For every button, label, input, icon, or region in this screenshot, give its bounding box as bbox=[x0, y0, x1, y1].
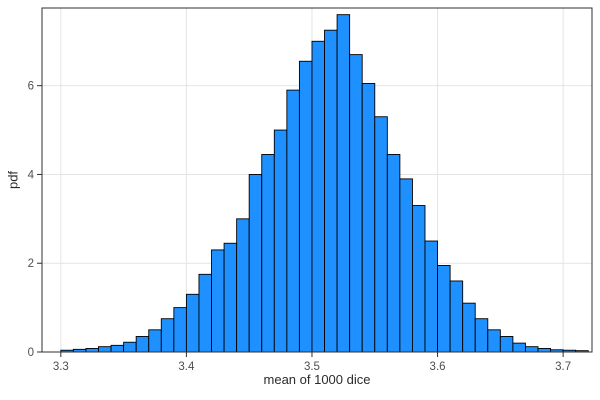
histogram-bar bbox=[98, 346, 112, 353]
y-axis-ticks: 0 2 4 6 bbox=[28, 81, 42, 359]
histogram-bar bbox=[148, 329, 162, 353]
histogram-bar bbox=[286, 89, 300, 353]
x-tick-label: 3.6 bbox=[430, 361, 446, 373]
histogram-bar bbox=[449, 280, 464, 353]
histogram-bar bbox=[537, 348, 552, 353]
histogram-bar bbox=[386, 154, 401, 353]
x-tick-label: 3.4 bbox=[178, 361, 195, 373]
histogram-bar bbox=[411, 205, 426, 353]
histogram-bar bbox=[349, 54, 363, 353]
y-tick-label: 6 bbox=[28, 81, 34, 93]
histogram-bar bbox=[185, 293, 200, 353]
histogram-bar bbox=[198, 273, 212, 353]
x-axis-ticks: 3.3 3.4 3.5 3.6 3.7 bbox=[53, 352, 571, 373]
y-tick-label: 2 bbox=[28, 258, 34, 270]
histogram-bar bbox=[85, 348, 99, 353]
histogram-bar bbox=[273, 129, 288, 353]
histogram-bar bbox=[261, 154, 275, 353]
histogram-bar bbox=[399, 178, 413, 353]
histogram-bar bbox=[298, 60, 313, 353]
histogram-bar bbox=[211, 249, 225, 353]
x-tick-label: 3.7 bbox=[555, 361, 571, 373]
y-tick-label: 4 bbox=[28, 169, 35, 181]
histogram-bar bbox=[311, 40, 325, 353]
histogram-bar bbox=[424, 240, 438, 353]
y-axis-label: pdf bbox=[5, 170, 21, 190]
y-tick-label: 0 bbox=[28, 347, 34, 359]
histogram-bar bbox=[173, 307, 187, 353]
histogram-bar bbox=[474, 318, 489, 353]
histogram-bar bbox=[374, 116, 388, 353]
x-tick-label: 3.5 bbox=[304, 361, 320, 373]
x-axis-label: mean of 1000 dice bbox=[263, 372, 371, 387]
histogram-bar bbox=[499, 336, 514, 353]
histogram-bar bbox=[236, 218, 250, 353]
histogram-bar bbox=[462, 302, 476, 353]
histogram-bar bbox=[110, 344, 125, 353]
histogram-bar bbox=[336, 14, 351, 353]
histogram-bar bbox=[324, 29, 338, 353]
histogram-bars bbox=[60, 14, 589, 353]
histogram-bar bbox=[248, 173, 263, 353]
histogram-bar bbox=[223, 242, 238, 353]
plot-frame bbox=[41, 7, 593, 353]
histogram-bar bbox=[361, 83, 376, 353]
histogram-bar bbox=[512, 342, 526, 353]
histogram-bar bbox=[135, 336, 150, 353]
x-tick-label: 3.3 bbox=[53, 361, 69, 373]
histogram-bar bbox=[525, 346, 539, 353]
histogram-bar bbox=[160, 318, 175, 353]
histogram-bar bbox=[487, 329, 501, 353]
histogram-bar bbox=[123, 341, 137, 353]
histogram-bar bbox=[437, 265, 451, 353]
